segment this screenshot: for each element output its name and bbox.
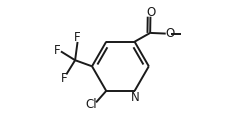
Text: O: O [164, 27, 173, 40]
Text: N: N [130, 91, 139, 104]
Text: F: F [60, 72, 67, 85]
Text: O: O [145, 6, 155, 19]
Text: Cl: Cl [85, 98, 97, 111]
Text: F: F [74, 31, 81, 44]
Text: F: F [54, 44, 60, 57]
